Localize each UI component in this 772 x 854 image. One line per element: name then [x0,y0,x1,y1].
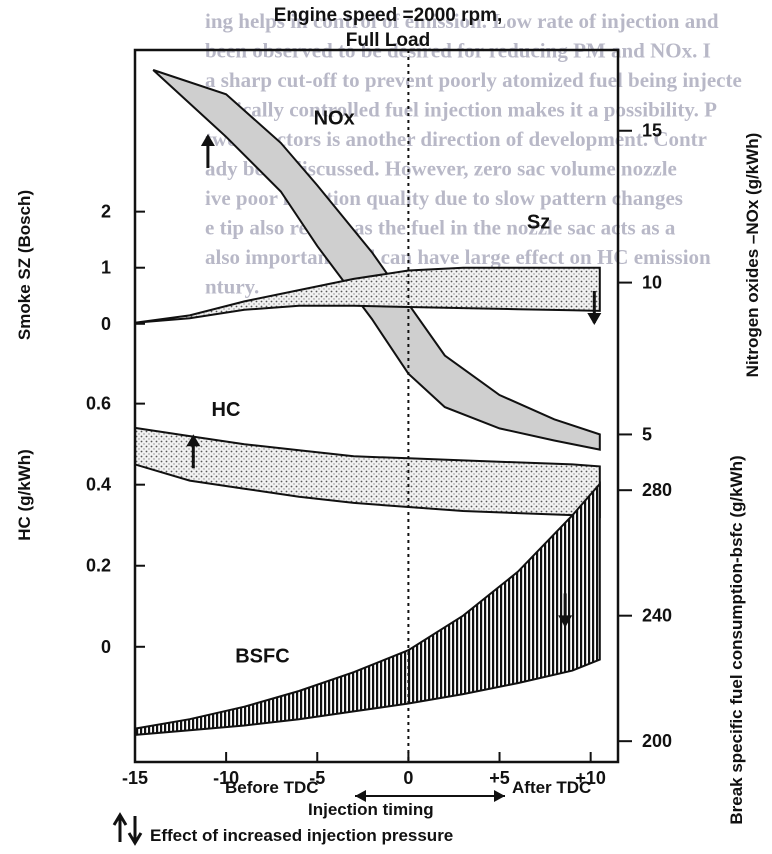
pressure-arrowhead-hc [186,434,201,447]
chart-title: Engine speed =2000 rpm, [274,5,503,26]
right-tick-label-nox: 10 [642,273,662,293]
pressure-arrowhead-bsfc [558,615,573,628]
left-axis-label-smoke: Smoke SZ (Bosch) [15,190,34,340]
left-axis-label-hc: HC (g/kWh) [15,449,34,541]
right-axis-label-nox: Nitrogen oxides –NOx (g/kWh) [743,133,762,378]
right-axis-label-bsfc: Break specific fuel consumption-bsfc (g/… [727,455,746,824]
band-sz [134,266,601,324]
x-tick-label: -15 [122,768,148,788]
x-label-before-tdc: Before TDC [225,778,319,797]
chart-subtitle: Full Load [346,30,430,51]
x-tick-label: +10 [575,768,606,788]
series-label-bsfc: BSFC [235,646,289,668]
x-tick-label: -10 [213,768,239,788]
left-tick-label-hc: 0.4 [86,475,111,495]
right-tick-label-bsfc: 200 [642,731,672,751]
x-tick-label: 0 [403,768,413,788]
legend-note: Effect of increased injection pressure [150,826,453,845]
left-tick-label-hc: 0 [101,637,111,657]
left-tick-label-hc: 0.6 [86,394,111,414]
band-nox [152,69,601,451]
series-label-nox: NOx [314,108,355,130]
pressure-arrowhead-nox [200,134,215,146]
series-label-hc: HC [212,399,241,421]
right-tick-label-bsfc: 280 [642,480,672,500]
injection-timing-arrow-left-head [355,790,366,802]
legend-arrow-icon [112,812,143,846]
right-tick-label-nox: 5 [642,424,652,444]
left-tick-label-smoke: 0 [101,314,111,334]
x-label-after-tdc: After TDC [512,778,591,797]
left-tick-label-smoke: 1 [101,258,111,278]
pressure-arrowhead-sz [587,312,602,325]
x-tick-label: -5 [309,768,325,788]
band-hc [134,426,601,519]
left-tick-label-smoke: 2 [101,202,111,222]
right-tick-label-bsfc: 240 [642,606,672,626]
plot-frame [133,48,620,764]
injection-timing-arrow-right-head [494,790,505,802]
x-label-injection-timing: Injection timing [308,800,434,819]
right-tick-label-nox: 15 [642,121,662,141]
band-bsfc [134,481,601,736]
series-label-sz: Sz [527,211,550,233]
left-tick-label-hc: 0.2 [86,556,111,576]
x-tick-label: +5 [489,768,510,788]
